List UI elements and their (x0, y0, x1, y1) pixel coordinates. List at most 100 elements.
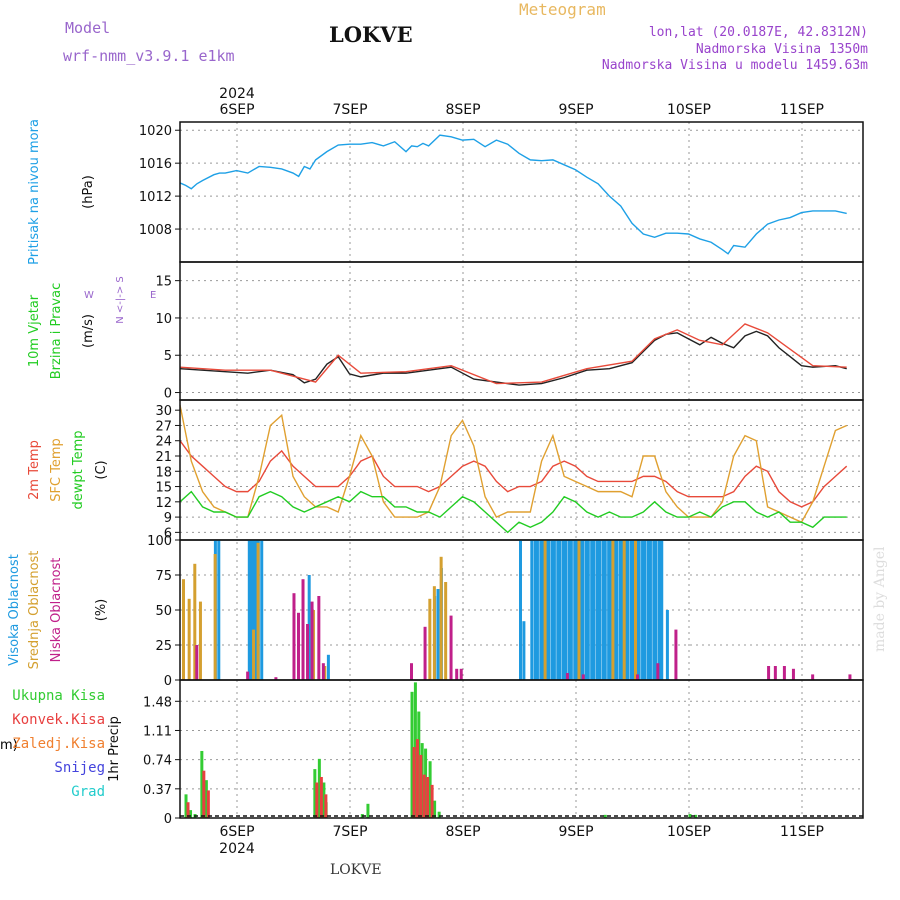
bar (550, 540, 554, 680)
bar (811, 674, 815, 680)
precip-legend-item: Zaledj.Kisa (12, 736, 105, 752)
y-tick-label: 15 (155, 481, 172, 496)
bar (656, 663, 660, 680)
bar (444, 582, 448, 680)
bar (648, 540, 652, 680)
bar (611, 540, 615, 680)
y-tick-label: 5 (164, 349, 172, 364)
bar (315, 782, 319, 818)
y-tick-label: 0 (164, 387, 172, 402)
bar (200, 750, 204, 818)
bar (419, 754, 423, 818)
bar (636, 674, 639, 680)
bar (791, 668, 795, 680)
y-tick-label: 1.11 (143, 724, 172, 739)
axis-title: (mm) (0, 738, 18, 753)
y-tick-label: 9 (164, 511, 172, 526)
axis-title: (m/s) (81, 314, 96, 348)
axis-title: 10m Vjetar (27, 294, 42, 367)
y-tick-label: 24 (155, 435, 172, 450)
model-elevation: Nadmorska Visina u modelu 1459.63m (601, 58, 868, 73)
bar (204, 780, 208, 818)
precip-legend-item: Snijeg (54, 760, 105, 776)
bar (539, 540, 543, 680)
axis-title: (hPa) (81, 175, 96, 209)
bar (428, 761, 432, 818)
y-tick-label: 1012 (139, 190, 172, 205)
bar (629, 540, 633, 680)
bar (437, 811, 441, 818)
bar (643, 540, 647, 680)
bar (622, 540, 626, 680)
bar (189, 810, 193, 818)
axis-title: Niska Oblacnost (49, 558, 64, 663)
bar (187, 598, 191, 680)
axis-title: Brzina i Pravac (49, 283, 64, 380)
bar (586, 540, 590, 680)
bar (410, 663, 413, 680)
bar (552, 540, 556, 680)
axis-title: 2m Temp (27, 440, 42, 500)
bar (322, 782, 326, 818)
bar (317, 758, 321, 818)
bottom-day-label: 8SEP (445, 824, 480, 840)
bottom-day-label: 7SEP (332, 824, 367, 840)
y-tick-label: 0 (164, 812, 172, 827)
bar (217, 540, 221, 680)
bar (256, 542, 260, 680)
bar (598, 540, 602, 680)
top-year-label: 2024 (219, 86, 255, 102)
y-tick-label: 1008 (139, 223, 172, 238)
axis-title: Pritisak na nivou mora (27, 119, 42, 265)
bar (773, 666, 777, 680)
compass-west: W (84, 290, 94, 301)
bar (601, 540, 605, 680)
axis-title: 1hr Precip (107, 716, 122, 782)
panel-frame (179, 121, 864, 263)
axis-title: dewpt Temp (71, 430, 86, 509)
bar (292, 593, 296, 680)
bar (556, 540, 560, 680)
axis-title: (%) (94, 599, 109, 622)
y-tick-label: 15 (155, 275, 172, 290)
bar (575, 540, 579, 680)
bar (202, 770, 206, 818)
bar (530, 540, 534, 680)
bar (321, 663, 325, 680)
y-tick-label: 6 (164, 526, 172, 541)
bar (193, 563, 197, 680)
series-line (179, 440, 848, 508)
y-tick-label: 1020 (139, 124, 172, 139)
top-day-label: 10SEP (667, 102, 711, 118)
series-line (179, 330, 847, 386)
bar (848, 674, 852, 680)
bar (439, 556, 443, 680)
footer-location: LOKVE (330, 862, 382, 878)
bar (573, 540, 577, 680)
precip-legend-item: Ukupna Kisa (12, 688, 105, 704)
bar (533, 540, 537, 680)
bar (561, 540, 565, 680)
bar (646, 540, 650, 680)
bar (535, 540, 539, 680)
bar (449, 615, 453, 680)
bar (603, 814, 607, 818)
series-line (179, 404, 847, 524)
bar (319, 776, 323, 818)
bar (274, 677, 278, 680)
top-day-label: 6SEP (219, 102, 254, 118)
bar (564, 540, 568, 680)
bar (423, 626, 427, 680)
bar (657, 540, 661, 680)
bar (634, 540, 637, 680)
bar (366, 803, 370, 818)
top-day-label: 7SEP (332, 102, 367, 118)
model-name: wrf-nmm_v3.9.1 e1km (63, 47, 235, 65)
bar (543, 540, 547, 680)
bar (310, 601, 314, 680)
location-title: LOKVE (329, 22, 413, 47)
bar (603, 540, 607, 680)
bar (584, 540, 588, 680)
bar (569, 540, 573, 680)
model-label: Model (65, 19, 111, 37)
